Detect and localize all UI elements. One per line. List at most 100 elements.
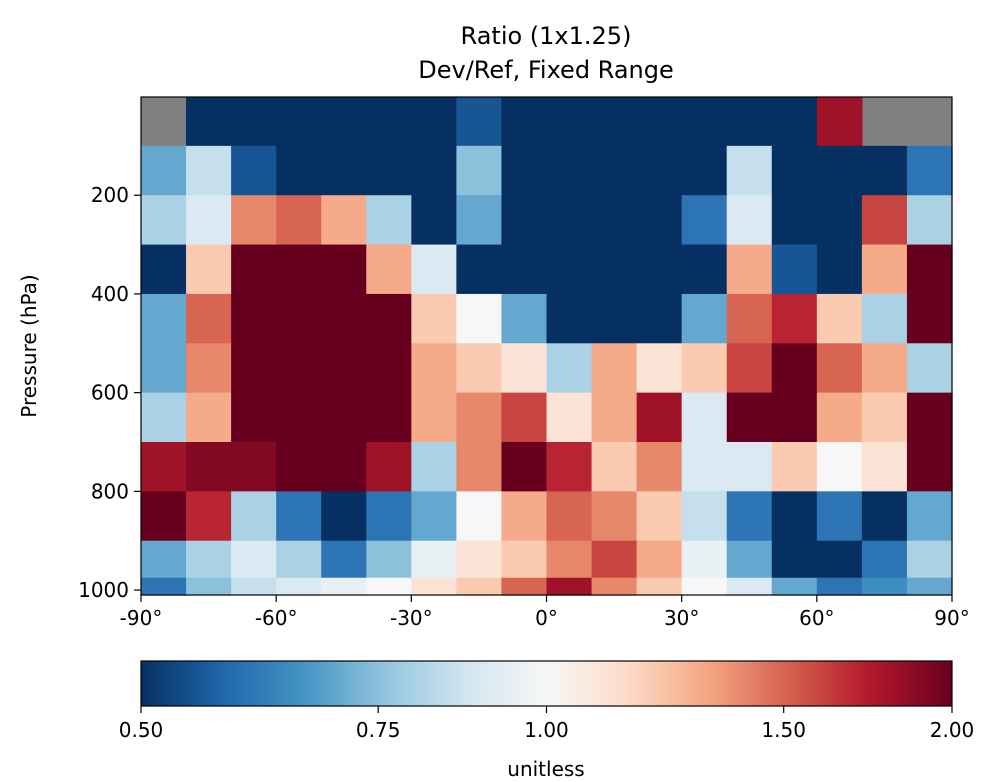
x-tick-label: 60° — [799, 606, 834, 630]
heatmap-cell — [591, 244, 638, 295]
heatmap-cell — [501, 442, 548, 492]
heatmap-cell — [231, 145, 277, 196]
heatmap-cell — [861, 442, 908, 492]
heatmap-cell — [141, 491, 187, 542]
heatmap-cell — [501, 244, 548, 295]
heatmap-cell — [681, 343, 728, 394]
heatmap-cell — [231, 577, 277, 596]
heatmap-cell — [366, 577, 412, 596]
heatmap-cell — [276, 195, 322, 246]
heatmap-cell — [636, 442, 683, 492]
colorbar-ticks: 0.50 0.75 1.00 1.50 2.00 — [119, 706, 974, 742]
heatmap-cell — [681, 540, 728, 579]
heatmap-cell — [636, 577, 683, 596]
heatmap-cell — [276, 577, 322, 596]
heatmap-cell — [636, 195, 683, 246]
heatmap-cell — [681, 293, 728, 344]
heatmap-cell — [591, 442, 638, 492]
heatmap-cell — [411, 195, 457, 246]
heatmap-cell — [591, 392, 638, 443]
heatmap-cell — [591, 343, 638, 394]
heatmap-cell — [366, 491, 412, 542]
x-tick-label: 30° — [664, 606, 699, 630]
heatmap-cell — [411, 577, 457, 596]
heatmap-cell — [816, 442, 863, 492]
heatmap-cell — [681, 491, 728, 542]
heatmap-cell — [366, 442, 412, 492]
heatmap-cell — [321, 195, 367, 246]
heatmap-cell — [186, 540, 232, 579]
heatmap-cell — [501, 145, 548, 196]
heatmap-cell — [726, 577, 773, 596]
heatmap-cell — [636, 145, 683, 196]
heatmap-cell — [456, 343, 503, 394]
heatmap-cell — [366, 244, 412, 295]
heatmap-cell — [321, 145, 367, 196]
heatmap-cell — [276, 442, 322, 492]
heatmap-cell — [906, 392, 953, 443]
heatmap-cell — [366, 97, 412, 147]
heatmap-cell — [906, 293, 953, 344]
heatmap-cell — [861, 577, 908, 596]
x-tick-label: -60° — [255, 606, 298, 630]
heatmap-cell — [276, 145, 322, 196]
heatmap-cell — [276, 491, 322, 542]
heatmap-cell — [771, 244, 818, 295]
heatmap-cell — [906, 491, 953, 542]
heatmap-cell — [276, 392, 322, 443]
heatmap-cell — [321, 442, 367, 492]
heatmap-cell — [771, 293, 818, 344]
heatmap-cell — [411, 343, 457, 394]
heatmap-cell — [186, 145, 232, 196]
heatmap-cell — [681, 97, 728, 147]
heatmap-cell — [636, 343, 683, 394]
heatmap-cell — [906, 442, 953, 492]
heatmap-cell — [456, 195, 503, 246]
heatmap-cell — [231, 491, 277, 542]
heatmap-cell — [861, 343, 908, 394]
heatmap-cell — [501, 540, 548, 579]
heatmap-cell — [231, 343, 277, 394]
heatmap-cell — [546, 343, 593, 394]
x-tick-label: -90° — [120, 606, 163, 630]
heatmap-cell — [141, 442, 187, 492]
heatmap-cell — [501, 491, 548, 542]
x-axis: -90° -60° -30° 0° 30° 60° 90° — [120, 595, 970, 630]
heatmap-cell — [141, 392, 187, 443]
heatmap-cell — [816, 540, 863, 579]
heatmap-cell — [546, 145, 593, 196]
heatmap-cell — [906, 244, 953, 295]
heatmap-cell — [816, 491, 863, 542]
heatmap-cell — [321, 540, 367, 579]
heatmap-cell — [456, 577, 503, 596]
heatmap-cell — [906, 577, 953, 596]
colorbar-tick-label: 1.00 — [524, 718, 569, 742]
heatmap-cell — [861, 392, 908, 443]
heatmap-cell — [141, 145, 187, 196]
heatmap-cell — [816, 97, 863, 147]
heatmap-cell — [186, 97, 232, 147]
heatmap-cell — [726, 392, 773, 443]
heatmap-cell — [456, 540, 503, 579]
heatmap-cell — [906, 343, 953, 394]
heatmap-cell — [591, 577, 638, 596]
x-tick-label: 90° — [934, 606, 969, 630]
heatmap-cell — [591, 145, 638, 196]
heatmap-cell — [276, 244, 322, 295]
heatmap-cell — [231, 540, 277, 579]
heatmap-cell — [636, 392, 683, 443]
heatmap-cell — [411, 97, 457, 147]
y-tick-label: 400 — [91, 282, 129, 306]
heatmap-cell — [456, 97, 503, 147]
heatmap-cell — [546, 195, 593, 246]
heatmap-cell — [366, 195, 412, 246]
heatmap-cell — [726, 540, 773, 579]
heatmap-cell — [591, 97, 638, 147]
heatmap-cell — [141, 343, 187, 394]
heatmap-cell — [591, 540, 638, 579]
y-tick-label: 1000 — [78, 578, 129, 602]
colorbar-label: unitless — [507, 757, 584, 781]
heatmap-cell — [366, 392, 412, 443]
heatmap-cell — [726, 491, 773, 542]
